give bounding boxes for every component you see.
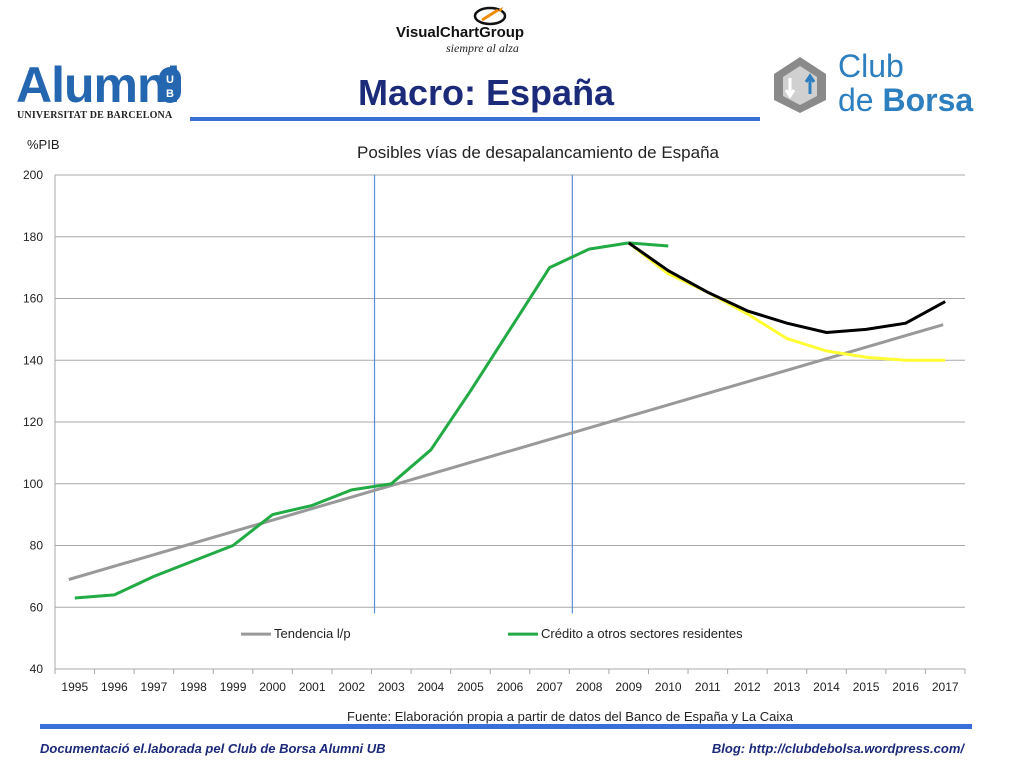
x-tick-label: 1998 bbox=[180, 680, 207, 694]
y-tick-label: 140 bbox=[23, 353, 43, 367]
ub-badge-u: U bbox=[166, 74, 174, 86]
x-tick-label: 2008 bbox=[576, 680, 603, 694]
x-tick-label: 2007 bbox=[536, 680, 563, 694]
alumni-logo: Alumni bbox=[16, 57, 180, 113]
x-tick-label: 2017 bbox=[932, 680, 959, 694]
alumni-subtitle: UNIVERSITAT DE BARCELONA bbox=[17, 110, 173, 121]
y-tick-label: 180 bbox=[23, 230, 43, 244]
x-tick-label: 2001 bbox=[299, 680, 326, 694]
legend-label: Crédito a otros sectores residentes bbox=[541, 626, 743, 641]
x-tick-label: 2010 bbox=[655, 680, 682, 694]
x-tick-label: 2004 bbox=[418, 680, 445, 694]
legend-label: Tendencia l/p bbox=[274, 626, 351, 641]
x-tick-label: 1996 bbox=[101, 680, 128, 694]
ub-badge-icon: U B bbox=[159, 67, 181, 103]
y-tick-label: 100 bbox=[23, 477, 43, 491]
x-tick-label: 2005 bbox=[457, 680, 484, 694]
visualchart-logo-icon bbox=[473, 6, 507, 26]
brand-tagline: siempre al alza bbox=[446, 41, 519, 55]
x-tick-label: 1997 bbox=[141, 680, 168, 694]
ub-badge-b: B bbox=[166, 88, 174, 100]
footer-rule bbox=[40, 724, 972, 729]
y-tick-label: 40 bbox=[30, 662, 44, 676]
y-tick-label: 60 bbox=[30, 600, 44, 614]
club-logo-line1: Club bbox=[838, 48, 904, 84]
series-line bbox=[627, 241, 946, 362]
series-line bbox=[74, 241, 669, 600]
series-line bbox=[627, 241, 946, 334]
x-tick-label: 2011 bbox=[695, 680, 721, 694]
x-tick-label: 2016 bbox=[892, 680, 919, 694]
x-tick-label: 2014 bbox=[813, 680, 840, 694]
x-tick-label: 1999 bbox=[220, 680, 247, 694]
y-tick-label: 200 bbox=[23, 168, 43, 182]
x-tick-label: 2000 bbox=[259, 680, 286, 694]
x-tick-label: 2002 bbox=[338, 680, 365, 694]
line-chart: %PIB Posibles vías de desapalancamiento … bbox=[23, 137, 966, 724]
series-line bbox=[68, 323, 944, 581]
club-borsa-logo-icon bbox=[774, 57, 826, 113]
chart-title: Posibles vías de desapalancamiento de Es… bbox=[357, 143, 720, 162]
y-tick-label: 160 bbox=[23, 292, 43, 306]
y-axis-label: %PIB bbox=[27, 137, 60, 152]
title-underline bbox=[190, 117, 760, 121]
source-note: Fuente: Elaboración propia a partir de d… bbox=[347, 709, 794, 724]
footer-blog-link[interactable]: Blog: http://clubdebolsa.wordpress.com/ bbox=[711, 741, 964, 756]
x-tick-label: 2015 bbox=[853, 680, 880, 694]
brand-name: VisualChartGroup bbox=[396, 24, 525, 41]
x-tick-label: 1995 bbox=[61, 680, 88, 694]
club-logo-line2: de Borsa bbox=[838, 84, 973, 116]
x-tick-label: 2012 bbox=[734, 680, 761, 694]
x-tick-label: 2003 bbox=[378, 680, 405, 694]
x-tick-label: 2013 bbox=[774, 680, 801, 694]
club-logo-borsa: Borsa bbox=[882, 82, 974, 118]
footer-credit: Documentació el.laborada pel Club de Bor… bbox=[40, 741, 386, 756]
page-title: Macro: España bbox=[358, 72, 615, 113]
y-tick-label: 80 bbox=[30, 539, 44, 553]
club-logo-de: de bbox=[838, 82, 874, 118]
x-tick-label: 2006 bbox=[497, 680, 524, 694]
y-tick-label: 120 bbox=[23, 415, 43, 429]
x-tick-label: 2009 bbox=[615, 680, 642, 694]
